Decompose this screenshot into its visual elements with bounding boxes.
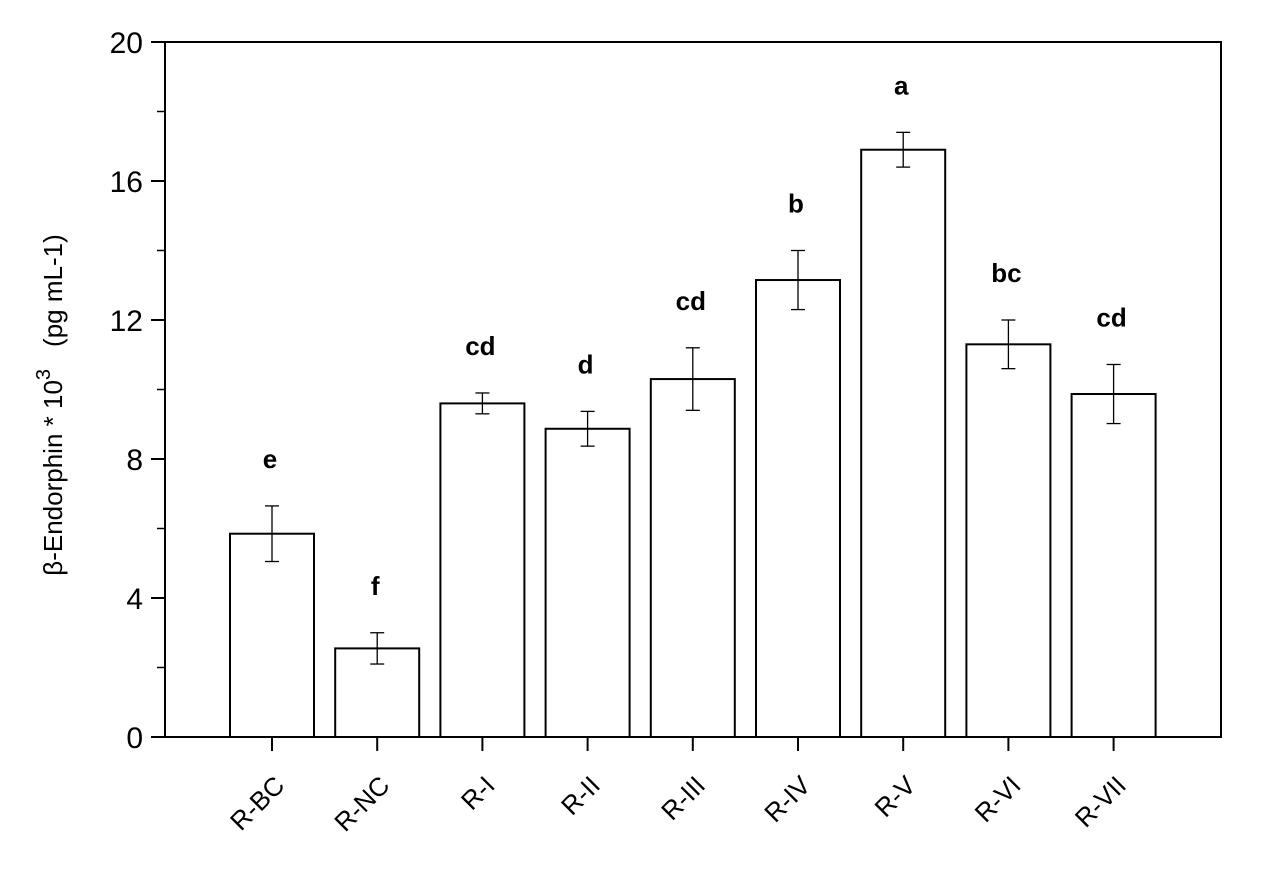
y-axis-title-units: (pg mL-1) xyxy=(38,234,68,347)
x-category-label: R-V xyxy=(869,770,922,823)
x-category-label: R-III xyxy=(655,770,711,826)
significance-letter: a xyxy=(894,70,909,100)
bar-r-bc xyxy=(229,532,315,739)
y-tick-label: 20 xyxy=(110,27,143,60)
significance-letter: e xyxy=(263,444,277,474)
y-axis-title-superscript: 3 xyxy=(33,369,55,380)
x-category-label: R-I xyxy=(455,770,501,816)
x-category-label: R-IV xyxy=(758,770,816,828)
bar-r-iii xyxy=(649,378,736,738)
x-category-label: R-VII xyxy=(1069,770,1132,833)
y-tick-label: 0 xyxy=(126,722,143,755)
bar-r-vi xyxy=(965,343,1052,738)
significance-letter: b xyxy=(788,189,804,219)
bar-r-iv xyxy=(755,279,841,738)
y-tick-label: 12 xyxy=(110,305,143,338)
y-tick-label: 4 xyxy=(126,583,143,616)
y-axis-title-main: β-Endorphin * 10 xyxy=(38,380,68,576)
y-axis-title: β-Endorphin * 103 (pg mL-1) xyxy=(33,234,68,575)
bar-r-ii xyxy=(544,427,631,738)
x-category-label: R-VI xyxy=(969,770,1027,828)
x-category-label: R-NC xyxy=(328,770,395,837)
bars xyxy=(229,148,1157,739)
bar-r-vii xyxy=(1070,393,1157,738)
y-tick-label: 16 xyxy=(110,166,143,199)
significance-letter: cd xyxy=(1096,302,1126,332)
x-category-label: R-BC xyxy=(224,770,290,836)
significance-letter: bc xyxy=(991,258,1021,288)
bar-r-nc xyxy=(334,647,421,739)
significance-letter: cd xyxy=(465,331,495,361)
significance-letter: d xyxy=(578,349,594,379)
bar-r-v xyxy=(860,148,947,739)
y-tick-label: 8 xyxy=(126,444,143,477)
bar-r-i xyxy=(439,402,526,738)
error-bars xyxy=(265,131,1121,665)
significance-letter: cd xyxy=(676,286,706,316)
x-category-label: R-II xyxy=(555,770,606,821)
significance-letter: f xyxy=(371,571,380,601)
